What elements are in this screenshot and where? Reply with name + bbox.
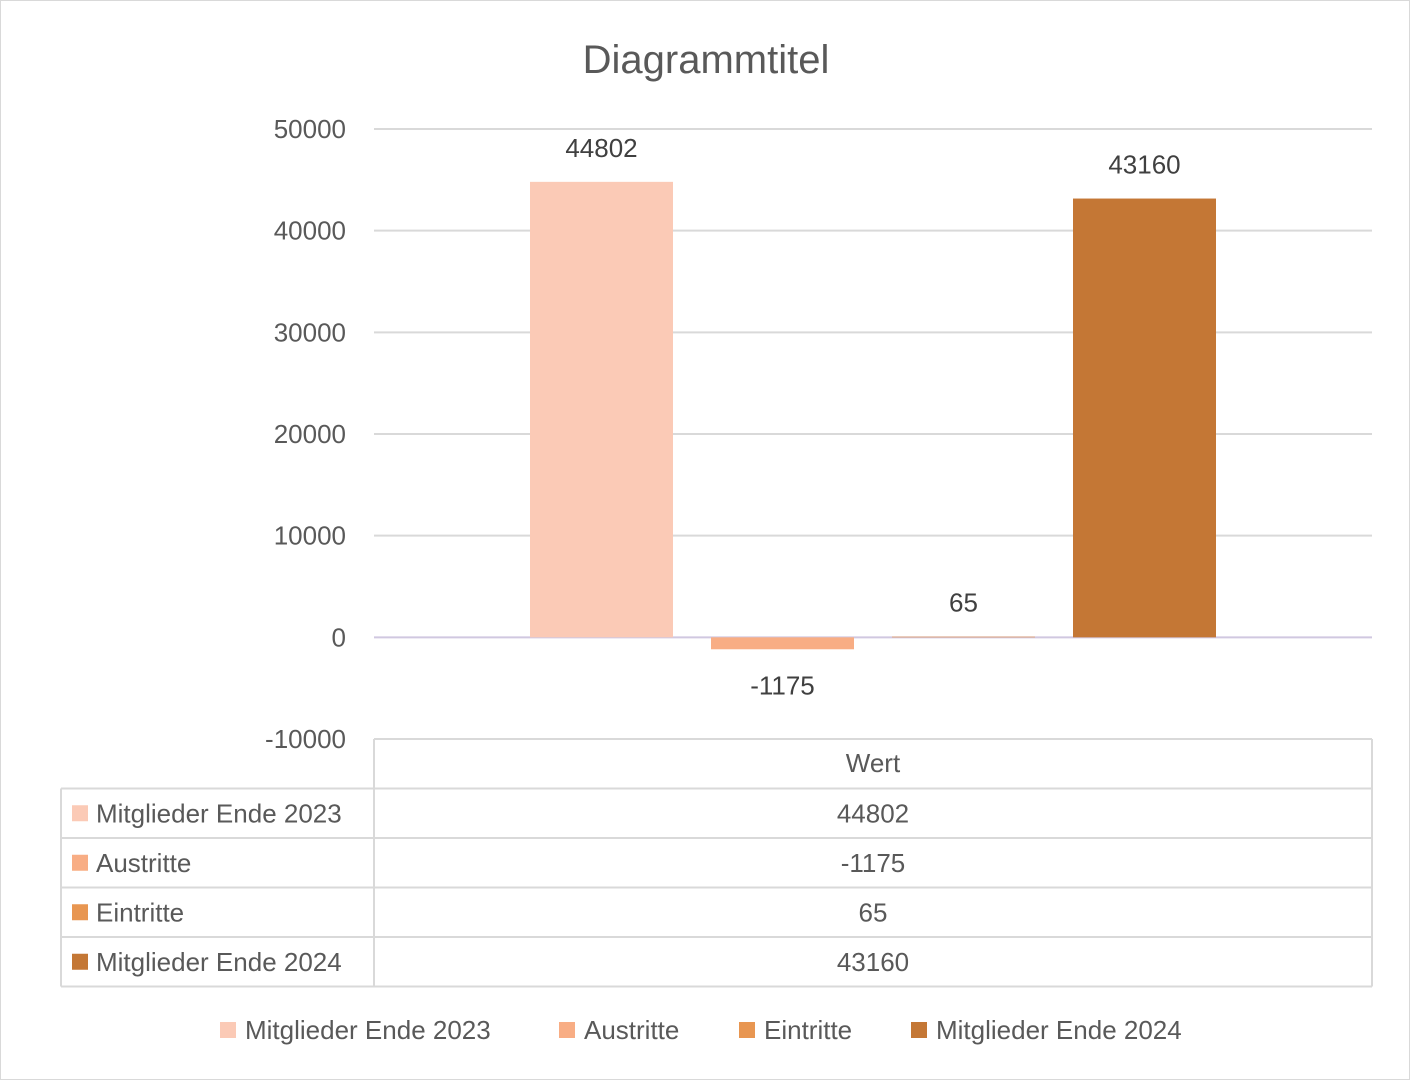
y-tick-label: -10000 [265,724,346,754]
data-label-1: 44802 [565,133,637,163]
bar-1 [530,181,673,638]
gridlines [374,128,1372,639]
legend: Mitglieder Ende 2023 Austritte Eintritte Mi… [220,1015,1182,1045]
legend-entry: Eintritte [764,1015,852,1045]
legend-key [559,1022,575,1038]
data-label-3: 65 [949,588,978,618]
y-tick-label: 30000 [274,317,346,347]
table-row-value: 43160 [837,947,909,977]
data-table: Wert Mitglieder Ende 2023 44802 Austritte -… [60,738,1373,988]
data-label-4: 43160 [1108,150,1180,180]
table-legend-key [72,854,88,871]
chart-title: Diagrammtitel [583,38,830,82]
y-tick-label: 10000 [274,521,346,551]
table-row-name: Mitglieder Ende 2023 [96,798,342,828]
table-legend-key [72,953,88,970]
bar-3 [892,636,1035,638]
bar-4 [1073,198,1216,638]
table-row-value: 44802 [837,798,909,828]
legend-entry: Mitglieder Ende 2023 [245,1015,491,1045]
bars [530,181,1216,650]
table-legend-key [72,805,88,822]
legend-key [911,1022,927,1038]
table-row-name: Mitglieder Ende 2024 [96,947,342,977]
y-tick-label: 20000 [274,419,346,449]
y-tick-label: 40000 [274,216,346,246]
table-row-value: -1175 [841,848,906,878]
table-row-value: 65 [859,897,888,927]
data-labels: 44802 -1175 65 43160 [565,133,1180,700]
y-axis-tick-labels: 50000 40000 30000 20000 10000 0 -10000 [265,114,346,754]
table-row-name: Eintritte [96,897,184,927]
legend-key [739,1022,755,1038]
y-tick-label: 0 [332,622,346,652]
data-label-2: -1175 [750,670,815,700]
legend-key [220,1022,236,1038]
data-table-header: Wert [846,748,901,778]
table-row-name: Austritte [96,848,191,878]
y-tick-label: 50000 [274,114,346,144]
legend-entry: Austritte [584,1015,679,1045]
table-legend-key [72,904,88,921]
legend-entry: Mitglieder Ende 2024 [936,1015,1182,1045]
bar-2 [711,637,854,650]
